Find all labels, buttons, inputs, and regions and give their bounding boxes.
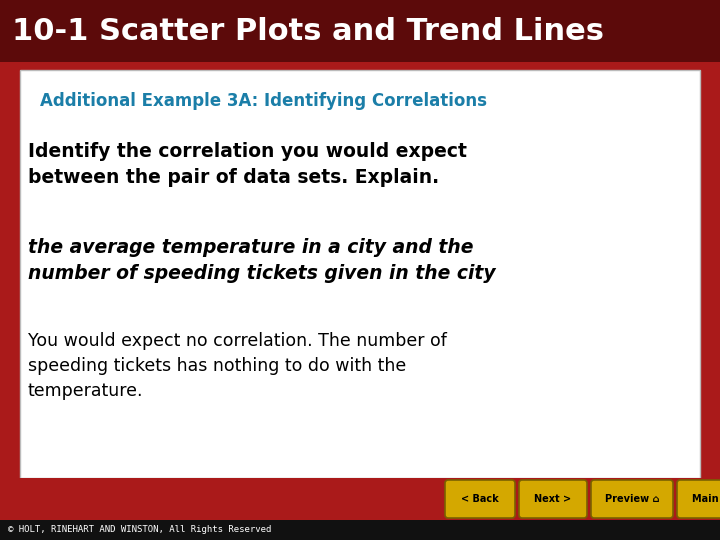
Text: Next >: Next > [534, 494, 572, 504]
Text: Additional Example 3A: Identifying Correlations: Additional Example 3A: Identifying Corre… [40, 92, 487, 110]
Text: the average temperature in a city and the
number of speeding tickets given in th: the average temperature in a city and th… [28, 238, 495, 283]
Text: You would expect no correlation. The number of
speeding tickets has nothing to d: You would expect no correlation. The num… [28, 332, 447, 400]
Text: < Back: < Back [461, 494, 499, 504]
FancyBboxPatch shape [591, 480, 673, 518]
FancyBboxPatch shape [0, 520, 720, 540]
Text: © HOLT, RINEHART AND WINSTON, All Rights Reserved: © HOLT, RINEHART AND WINSTON, All Rights… [8, 525, 271, 535]
FancyBboxPatch shape [0, 478, 720, 520]
FancyBboxPatch shape [20, 70, 700, 478]
Text: Preview ⌂: Preview ⌂ [605, 494, 660, 504]
Text: Main ⌂: Main ⌂ [693, 494, 720, 504]
FancyBboxPatch shape [445, 480, 515, 518]
FancyBboxPatch shape [677, 480, 720, 518]
FancyBboxPatch shape [0, 0, 720, 62]
Text: 10-1 Scatter Plots and Trend Lines: 10-1 Scatter Plots and Trend Lines [12, 17, 604, 45]
FancyBboxPatch shape [519, 480, 587, 518]
Text: Identify the correlation you would expect
between the pair of data sets. Explain: Identify the correlation you would expec… [28, 142, 467, 187]
